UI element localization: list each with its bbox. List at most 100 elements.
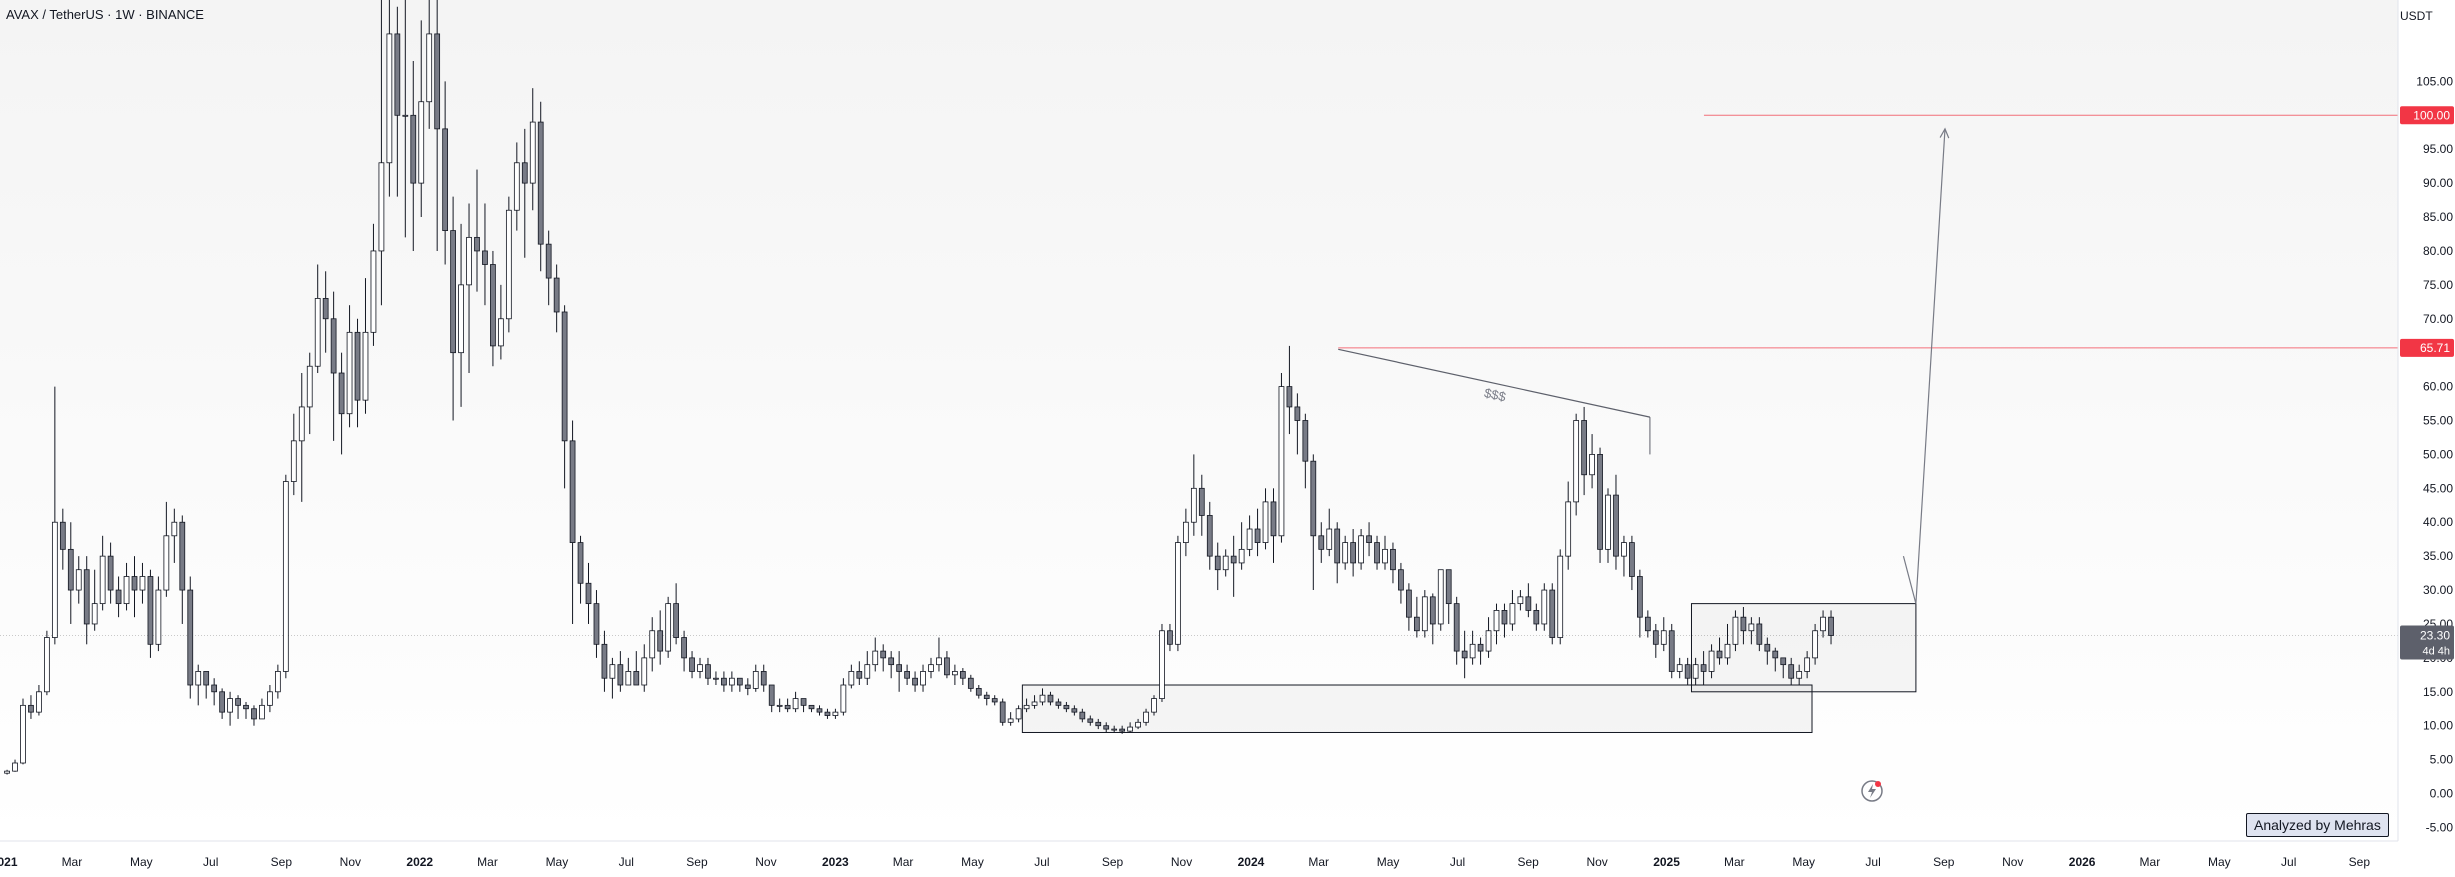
- candle-body: [418, 101, 425, 184]
- candle-body: [1398, 569, 1404, 591]
- candle-body: [1501, 610, 1508, 625]
- candle-body: [354, 331, 361, 401]
- candle: [1613, 474, 1619, 570]
- candle-body: [904, 671, 910, 679]
- candle-body: [1326, 528, 1333, 550]
- candle-body: [179, 521, 186, 591]
- candle-body: [888, 657, 895, 666]
- candle: [848, 664, 855, 689]
- candle-body: [1621, 542, 1627, 557]
- candle: [617, 651, 624, 692]
- candle: [1660, 617, 1667, 652]
- candle: [1437, 569, 1444, 631]
- candle-body: [705, 664, 711, 679]
- candle: [1326, 508, 1333, 557]
- chart-background: [0, 0, 2398, 841]
- candle-body: [275, 671, 281, 693]
- candle-body: [1716, 650, 1723, 659]
- price-tick-label: 105.00: [2416, 74, 2453, 88]
- candle: [346, 305, 353, 428]
- candle: [1119, 725, 1126, 734]
- candle-body: [721, 677, 727, 686]
- candle-body: [1748, 623, 1755, 632]
- candle-body: [1772, 650, 1779, 659]
- candle-body: [20, 704, 26, 764]
- candle-body: [4, 770, 10, 774]
- candle-body: [1668, 630, 1675, 672]
- time-tick-label: Jul: [1034, 855, 1049, 869]
- price-tick-label: 50.00: [2423, 447, 2453, 461]
- candle: [936, 637, 942, 672]
- candle-body: [59, 521, 66, 550]
- candle-body: [36, 691, 42, 713]
- candle: [179, 515, 186, 624]
- candle: [227, 691, 233, 726]
- candle: [458, 223, 464, 407]
- time-tick-label: 2024: [1238, 855, 1265, 869]
- candle: [59, 508, 66, 570]
- candle-body: [856, 671, 863, 679]
- candle-body: [1812, 630, 1818, 659]
- time-tick-label: Mar: [62, 855, 83, 869]
- candle: [880, 644, 887, 672]
- candle: [155, 576, 162, 652]
- price-tick-label: -5.00: [2426, 820, 2454, 834]
- candle: [1127, 722, 1133, 733]
- time-tick-label: Sep: [1517, 855, 1539, 869]
- candle: [1190, 454, 1197, 536]
- candle: [1366, 522, 1372, 557]
- price-axis[interactable]: -5.000.005.0010.0015.0020.0025.0030.0035…: [2397, 0, 2455, 877]
- time-axis[interactable]: 2021 Mar May Jul Sep Nov 2022 Mar May Jul Sep Nov 20…: [0, 840, 2398, 877]
- candle: [896, 651, 903, 692]
- candle-body: [1429, 596, 1436, 625]
- candle: [1549, 583, 1556, 645]
- candle-body: [593, 603, 600, 645]
- price-tick-label: 10.00: [2423, 719, 2453, 733]
- price-tick-label: 95.00: [2423, 142, 2453, 156]
- candle-body: [474, 236, 480, 252]
- candle-body: [1031, 701, 1038, 706]
- candle: [1318, 522, 1325, 563]
- candle: [521, 128, 528, 258]
- price-tick-label: 80.00: [2423, 244, 2453, 258]
- candle-body: [1119, 728, 1126, 732]
- candle: [115, 576, 122, 618]
- candle: [1716, 637, 1723, 665]
- candle: [959, 668, 966, 686]
- candle-body: [243, 704, 249, 710]
- candle: [768, 684, 775, 713]
- current-price-tag: [2400, 625, 2454, 660]
- candle: [330, 291, 337, 441]
- time-tick-label: Jul: [1450, 855, 1465, 869]
- candle: [1406, 583, 1412, 631]
- price-level-tag-label: 65.71: [2420, 341, 2450, 355]
- candle-body: [848, 671, 855, 686]
- candle: [187, 576, 194, 699]
- candle-body: [75, 569, 82, 591]
- candle-body: [51, 521, 58, 638]
- candle: [1605, 488, 1611, 563]
- candle: [1485, 617, 1492, 658]
- candle: [601, 630, 608, 692]
- candle: [641, 644, 648, 692]
- candle-body: [1692, 664, 1699, 679]
- price-level-tag: [2400, 338, 2454, 357]
- candle-body: [944, 657, 950, 676]
- candle-body: [752, 671, 759, 689]
- candle: [1302, 413, 1309, 489]
- candle-body: [1222, 555, 1229, 571]
- candle: [44, 630, 50, 696]
- candle: [1501, 603, 1508, 638]
- candle: [505, 196, 512, 333]
- candle-body: [1406, 589, 1412, 618]
- time-tick-label: Nov: [1586, 855, 1607, 869]
- candle-body: [259, 704, 265, 720]
- candle: [1644, 610, 1651, 638]
- candle-body: [1342, 542, 1349, 564]
- candle: [4, 769, 10, 775]
- candle-body: [1549, 589, 1556, 638]
- tradingview-logo-icon: [1861, 780, 1883, 802]
- candle-body: [561, 311, 568, 442]
- candle: [721, 671, 727, 692]
